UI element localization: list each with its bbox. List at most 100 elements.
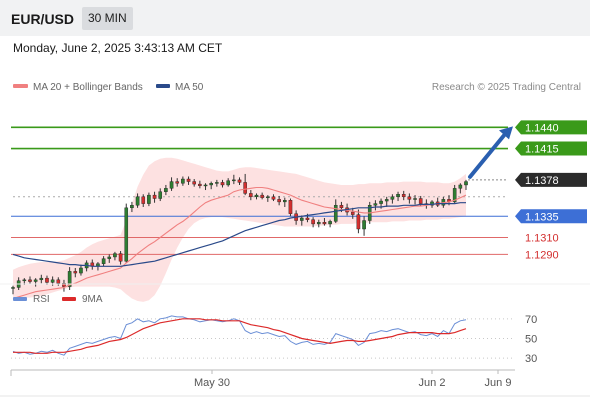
resistance-label: 1.1415	[525, 144, 559, 156]
candle-body	[260, 194, 264, 198]
candle-body	[113, 253, 117, 258]
candle-body	[418, 198, 423, 204]
candle-body	[299, 217, 304, 221]
x-tick-label: Jun 2	[419, 377, 446, 389]
ma20-line	[12, 186, 467, 300]
candle-body	[147, 194, 151, 204]
candle-body	[192, 181, 197, 185]
candle-body	[458, 184, 463, 189]
candle-body	[243, 182, 247, 194]
candle-body	[152, 194, 157, 199]
legend: MA 20 + Bollinger Bands MA 50 Research ©…	[13, 82, 581, 93]
candle-body	[28, 279, 32, 282]
candle-body	[45, 277, 49, 283]
rsi-ma-legend-swatch	[62, 297, 76, 301]
candle-body	[118, 253, 123, 262]
candle-body	[107, 256, 112, 259]
candle-body	[22, 279, 27, 282]
candle-body	[33, 279, 38, 282]
rsi-panel: 70 50 30	[11, 314, 537, 365]
candle-body	[362, 220, 366, 230]
candle-body	[220, 182, 225, 186]
forecast-arrow	[468, 126, 513, 179]
price-levels	[11, 126, 508, 255]
support-label: 1.1310	[525, 232, 559, 244]
candle-body	[181, 178, 185, 184]
copyright-text: Research © 2025 Trading Central	[432, 82, 581, 93]
candle-body	[316, 222, 321, 225]
x-axis: May 30 Jun 2 Jun 9	[0, 369, 590, 397]
level-labels: 1.1440 1.1415 1.1378 1.1335 1.1310 1.1290	[515, 120, 587, 261]
candle-body	[390, 196, 395, 200]
pivot-label: 1.1335	[525, 211, 559, 223]
ma50-legend-swatch	[156, 84, 170, 88]
candle-body	[215, 182, 219, 184]
candle-body	[396, 194, 400, 198]
candle-body	[339, 205, 344, 209]
candle-body	[379, 200, 383, 204]
candle-body	[288, 200, 293, 214]
candlesticks	[11, 173, 468, 295]
resistance-label-tag	[515, 120, 587, 135]
candle-body	[322, 222, 327, 225]
candle-body	[158, 191, 163, 199]
rsi-legend-label: RSI	[33, 294, 50, 305]
rsi-legend: RSI 9MA	[13, 294, 103, 305]
candle-body	[413, 198, 417, 200]
candle-body	[11, 287, 15, 289]
candle-body	[407, 196, 412, 200]
current-label-tag	[515, 172, 587, 187]
candle-body	[226, 180, 230, 186]
candle-body	[356, 214, 361, 230]
forecast-arrow-shaft	[468, 133, 506, 179]
candle-body	[277, 199, 281, 203]
candle-body	[209, 183, 213, 186]
rsi-tick-label: 50	[525, 334, 537, 346]
candle-body	[175, 181, 180, 184]
forecast-arrow-head	[499, 126, 513, 140]
timestamp: Monday, June 2, 2025 3:43:13 AM CET	[13, 41, 223, 55]
rsi-legend-swatch	[13, 297, 27, 301]
candle-body	[328, 221, 332, 225]
moving-averages	[12, 186, 467, 300]
rsi-tick-label: 70	[525, 314, 537, 326]
candle-body	[464, 181, 468, 186]
timeframe-badge[interactable]: 30 MIN	[82, 7, 133, 30]
candle-body	[266, 196, 270, 199]
candle-body	[198, 183, 202, 186]
instrument-name: EUR/USD	[11, 11, 75, 27]
candle-body	[130, 205, 134, 209]
candle-body	[135, 196, 140, 206]
candle-body	[333, 205, 338, 222]
ma50-line	[12, 202, 466, 267]
current-label: 1.1378	[525, 175, 559, 187]
ma20-legend-swatch	[13, 84, 28, 88]
candle-body	[401, 194, 406, 198]
x-tick-label: Jun 9	[485, 377, 512, 389]
candle-body	[124, 207, 129, 262]
candle-body	[305, 217, 310, 220]
candle-body	[50, 279, 55, 283]
candle-body	[67, 271, 72, 287]
candle-body	[237, 179, 242, 183]
top-bar: EUR/USD 30 MIN	[0, 0, 590, 36]
rsi-ma-line	[13, 318, 467, 354]
candle-body	[384, 199, 389, 202]
rsi-tick-label: 30	[525, 353, 537, 365]
candle-body	[73, 271, 78, 274]
resistance-label-tag	[515, 141, 587, 156]
candle-body	[249, 193, 253, 198]
candle-body	[39, 277, 44, 281]
candle-body	[232, 179, 236, 182]
candle-body	[79, 267, 83, 274]
ma20-legend-label: MA 20 + Bollinger Bands	[33, 82, 143, 93]
rsi-ma-legend-label: 9MA	[82, 294, 103, 305]
pivot-label-tag	[515, 209, 587, 224]
candle-body	[164, 188, 168, 192]
candle-body	[101, 258, 106, 264]
candle-body	[169, 181, 174, 189]
support-label: 1.1290	[525, 249, 559, 261]
ma50-legend-label: MA 50	[175, 82, 204, 93]
candle-body	[311, 219, 315, 225]
